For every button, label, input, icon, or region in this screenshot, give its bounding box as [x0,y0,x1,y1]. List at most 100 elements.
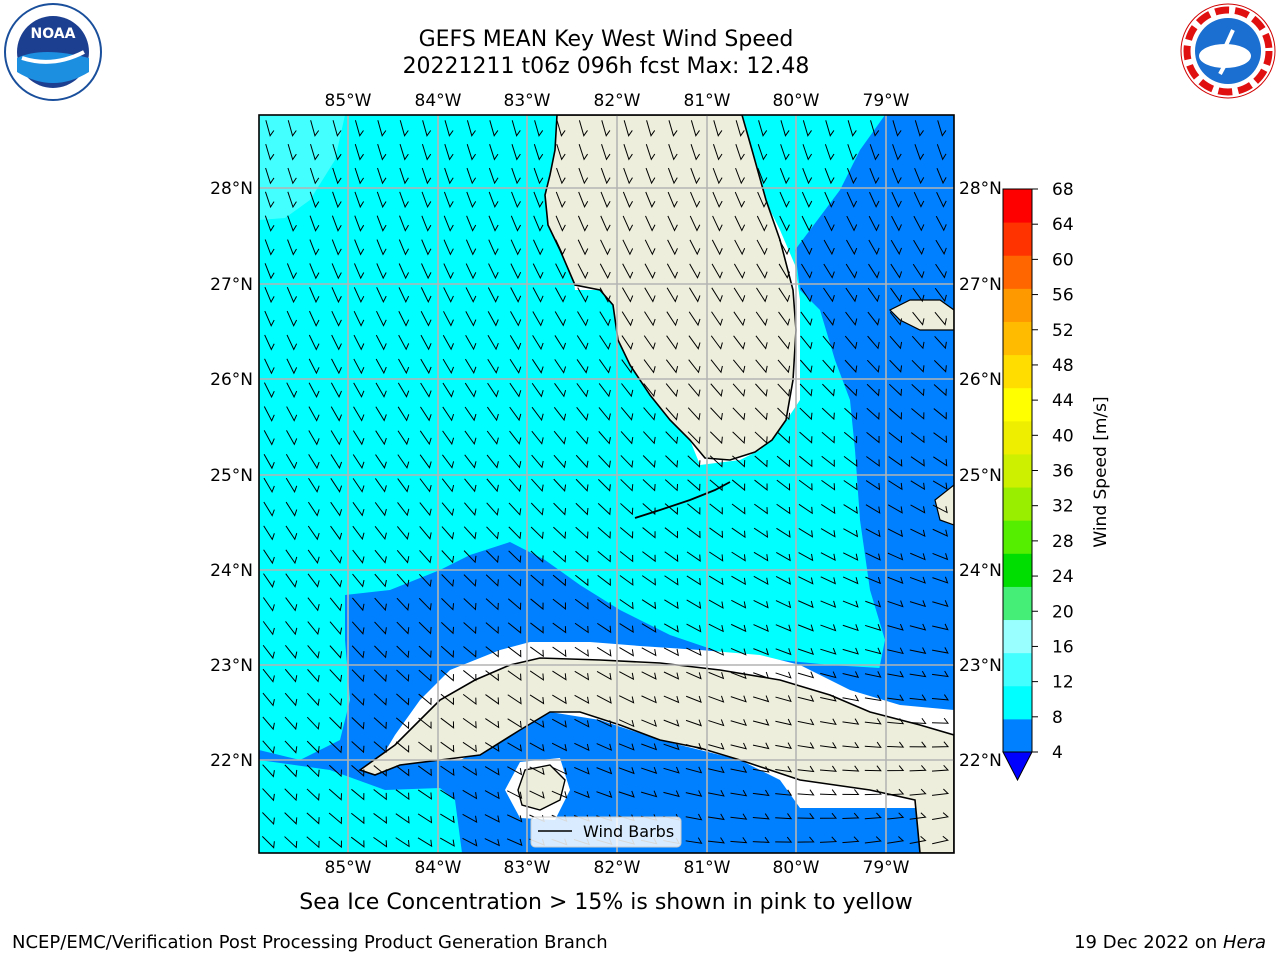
wind-barb [328,812,342,825]
wind-barb [331,310,342,327]
lon-label: 84°W [415,91,462,111]
wind-barb [708,623,724,633]
wind-barb [823,215,835,232]
wind-barb [464,430,477,446]
wind-barb [397,454,410,469]
wind-barb [887,765,905,772]
wind-barb [262,812,275,826]
wind-barb [641,647,657,657]
wind-barb [754,455,768,468]
wind-barb [797,647,814,656]
wind-barb [419,526,432,540]
wind-barb [798,503,813,515]
wind-barb [890,287,903,303]
wind-barb [775,718,792,726]
wind-barb [578,167,589,185]
wind-barb [752,813,770,820]
wind-barb [396,526,410,540]
wind-barb [284,764,298,778]
wind-barb [753,624,769,632]
wind-barb [553,478,567,492]
wind-barb [554,287,566,303]
wind-barb [507,646,522,658]
wind-barb [530,502,544,516]
wind-barb [533,215,544,232]
wind-barb [707,837,725,844]
wind-barb [936,168,947,185]
wind-barb [486,478,499,493]
wind-barb [331,239,342,256]
wind-barb [887,670,904,678]
wind-barb [912,311,925,326]
wind-barb [462,717,477,729]
lat-label: 23°N [210,656,253,676]
wind-barb [842,812,860,820]
map-legend: Wind Barbs [530,816,682,848]
wind-barb [397,430,410,446]
wind-barb [667,215,678,232]
wind-barb [685,837,703,844]
wind-barb [553,526,567,540]
wind-barb [351,741,365,754]
wind-barb [641,766,658,774]
wind-barb [373,765,387,777]
wind-barb [598,407,611,421]
wind-barb [552,694,567,705]
wind-barb [710,359,723,374]
wind-barb [755,359,768,374]
footer-host: Hera [1222,932,1266,953]
wind-barb [556,144,566,161]
colorbar-tick-label: 40 [1052,426,1074,446]
wind-barb [262,740,275,754]
wind-barb [463,670,477,682]
wind-barb [889,335,903,350]
wind-barb [329,597,343,612]
wind-barb [556,167,566,185]
wind-barb [752,766,770,773]
wind-barb [529,742,545,752]
wind-barb [506,814,523,823]
wind-barb [819,789,838,796]
wind-field-cyan-sw [259,760,462,853]
wind-barb [709,431,723,445]
wind-barb [376,239,387,256]
wind-barb [330,478,343,493]
wind-barb [306,812,320,825]
wind-barb [530,574,544,587]
wind-barb [799,455,813,468]
wind-barb [598,431,611,445]
wind-barb [574,766,590,775]
wind-barb [910,480,926,491]
wind-barb [866,456,880,467]
wind-barb [417,789,432,800]
wind-barb [596,743,613,751]
wind-barb [531,478,544,493]
wind-barb [708,766,725,774]
wind-barb [375,430,387,446]
wind-barb [352,549,365,564]
wind-barb [864,671,882,678]
wind-barb [464,502,477,516]
wind-barb [664,527,679,539]
wind-barb [286,287,298,304]
wind-barb [730,789,748,797]
wind-barb [444,167,454,185]
wind-barb [463,550,477,564]
wind-barb [802,144,813,161]
wind-barb [309,167,320,185]
wind-barb [287,120,297,137]
wind-barb [552,646,567,658]
wind-barb [752,789,770,797]
wind-barb [864,741,882,748]
lat-label: 25°N [210,466,253,486]
wind-barb [887,600,904,608]
wind-barb [775,695,792,703]
wind-barb [644,287,656,303]
wind-barb [869,144,880,161]
wind-barb [825,120,835,137]
wind-barb [284,645,298,659]
wind-barb [530,646,544,658]
wind-barb [775,576,791,585]
colorbar-segment [1003,685,1032,720]
wind-barb [373,669,387,683]
